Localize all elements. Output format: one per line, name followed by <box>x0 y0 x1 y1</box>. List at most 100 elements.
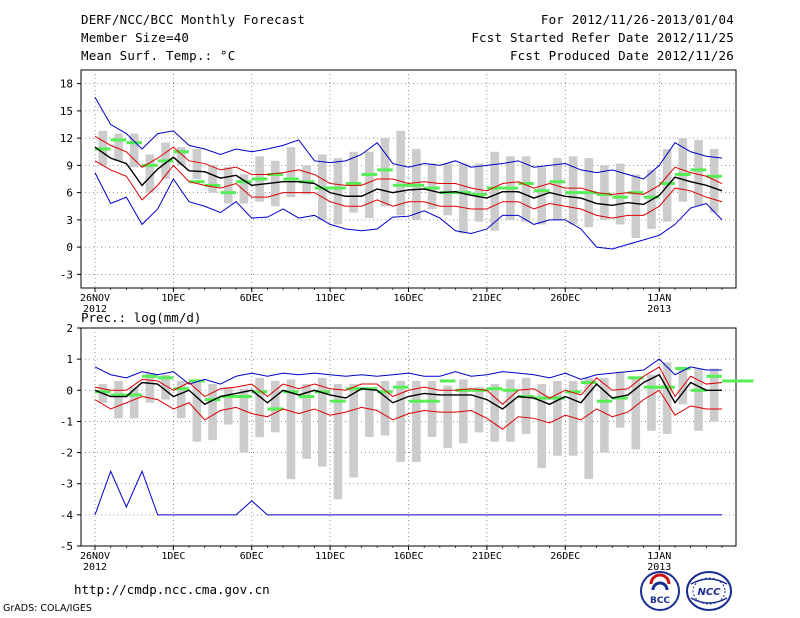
observed-dash <box>502 388 519 392</box>
observed-dash <box>659 385 675 389</box>
bcc-logo-text: BCC <box>650 596 670 606</box>
observed-dash <box>236 395 252 399</box>
ensemble-box <box>631 174 641 239</box>
ensemble-box <box>568 380 578 456</box>
ensemble-box <box>490 151 500 231</box>
ensemble-box <box>176 147 186 166</box>
observed-dash <box>236 180 252 184</box>
observed-dash <box>142 163 158 167</box>
observed-dash <box>220 191 236 195</box>
series-ensemble-mean <box>94 146 723 207</box>
observed-dash <box>549 180 566 184</box>
observed-dash <box>251 177 268 181</box>
ensemble-box <box>333 384 343 500</box>
observed-dash <box>581 381 597 384</box>
observed-dash <box>706 374 722 378</box>
x-tick-label: 26NOV <box>80 551 110 562</box>
produced-date: Fcst Produced Date 2012/11/26 <box>509 48 734 63</box>
observed-dash <box>596 399 613 403</box>
observed-dash <box>675 172 691 176</box>
observed-dash <box>518 395 534 399</box>
observed-dash <box>502 186 519 190</box>
y-tick-label: 0 <box>66 384 73 397</box>
y-tick-label: -2 <box>60 447 73 460</box>
ensemble-box <box>380 380 390 436</box>
ensemble-box <box>223 387 233 425</box>
observed-dash <box>706 174 722 178</box>
y-tick-label: -3 <box>60 268 73 281</box>
observed-dash <box>612 195 628 199</box>
series-min <box>94 172 723 250</box>
y-tick-label: -4 <box>60 509 74 522</box>
ensemble-box <box>396 130 405 216</box>
ensemble-box <box>694 139 703 207</box>
ensemble-box <box>427 163 437 209</box>
x-tick-label: 16DEC <box>393 293 423 304</box>
source-url[interactable]: http://cmdp.ncc.cma.gov.cn <box>74 582 270 597</box>
series-min <box>94 469 722 516</box>
ensemble-box <box>427 380 437 437</box>
observed-dash <box>345 182 362 186</box>
ensemble-box <box>631 377 641 450</box>
observed-dash <box>643 195 660 199</box>
observed-dash <box>596 192 613 196</box>
x-tick-label: 1JAN <box>647 551 671 562</box>
y-tick-label: 0 <box>66 241 73 254</box>
observed-dash <box>126 141 142 145</box>
observed-dash <box>298 180 315 184</box>
observed-dash <box>267 407 284 411</box>
observed-dash <box>565 191 581 195</box>
ensemble-box <box>239 388 249 453</box>
ensemble-box <box>709 368 719 422</box>
observed-dash <box>690 168 707 172</box>
ensemble-box <box>553 158 562 220</box>
observed-dash <box>471 192 487 196</box>
observed-dash <box>722 379 738 383</box>
ncc-logo: NCC <box>686 571 732 611</box>
forecast-period: For 2012/11/26-2013/01/04 <box>540 12 734 27</box>
observed-dash <box>314 390 331 394</box>
ensemble-box <box>443 163 452 216</box>
observed-dash <box>628 376 644 380</box>
x-tick-year: 2012 <box>83 562 107 573</box>
observed-dash <box>345 387 362 391</box>
observed-dash <box>283 177 299 181</box>
ensemble-box <box>568 156 578 225</box>
x-tick-label: 26DEC <box>550 293 580 304</box>
ensemble-box <box>600 377 609 453</box>
observed-dash <box>330 186 346 190</box>
ensemble-box <box>114 380 123 419</box>
series-max <box>94 97 723 180</box>
series-max <box>94 358 722 385</box>
observed-dash <box>330 399 346 403</box>
observed-dash <box>518 182 534 186</box>
started-date: Fcst Started Refer Date 2012/11/25 <box>471 30 734 45</box>
observed-dash <box>267 172 284 176</box>
ensemble-box <box>615 371 625 428</box>
observed-dash <box>533 189 550 193</box>
ensemble-box <box>443 385 452 448</box>
observed-dash <box>392 183 409 187</box>
y-tick-label: 15 <box>60 105 73 118</box>
x-tick-label: 21DEC <box>472 551 502 562</box>
observed-dash <box>565 390 581 394</box>
y-tick-label: 9 <box>66 159 73 172</box>
ensemble-box <box>474 163 484 222</box>
y-tick-label: -5 <box>60 540 73 553</box>
y-tick-label: -3 <box>60 478 73 491</box>
ensemble-box <box>412 380 421 462</box>
ensemble-box <box>302 384 311 459</box>
ensemble-box <box>145 373 155 403</box>
ensemble-box <box>145 154 155 193</box>
observed-dash <box>361 387 378 391</box>
x-tick-label: 1DEC <box>161 293 185 304</box>
ensemble-box <box>459 163 468 234</box>
ensemble-box <box>553 380 562 456</box>
ensemble-box <box>270 160 280 207</box>
x-tick-label: 6DEC <box>240 551 264 562</box>
observed-dash <box>659 182 675 186</box>
observed-dash <box>110 393 127 397</box>
